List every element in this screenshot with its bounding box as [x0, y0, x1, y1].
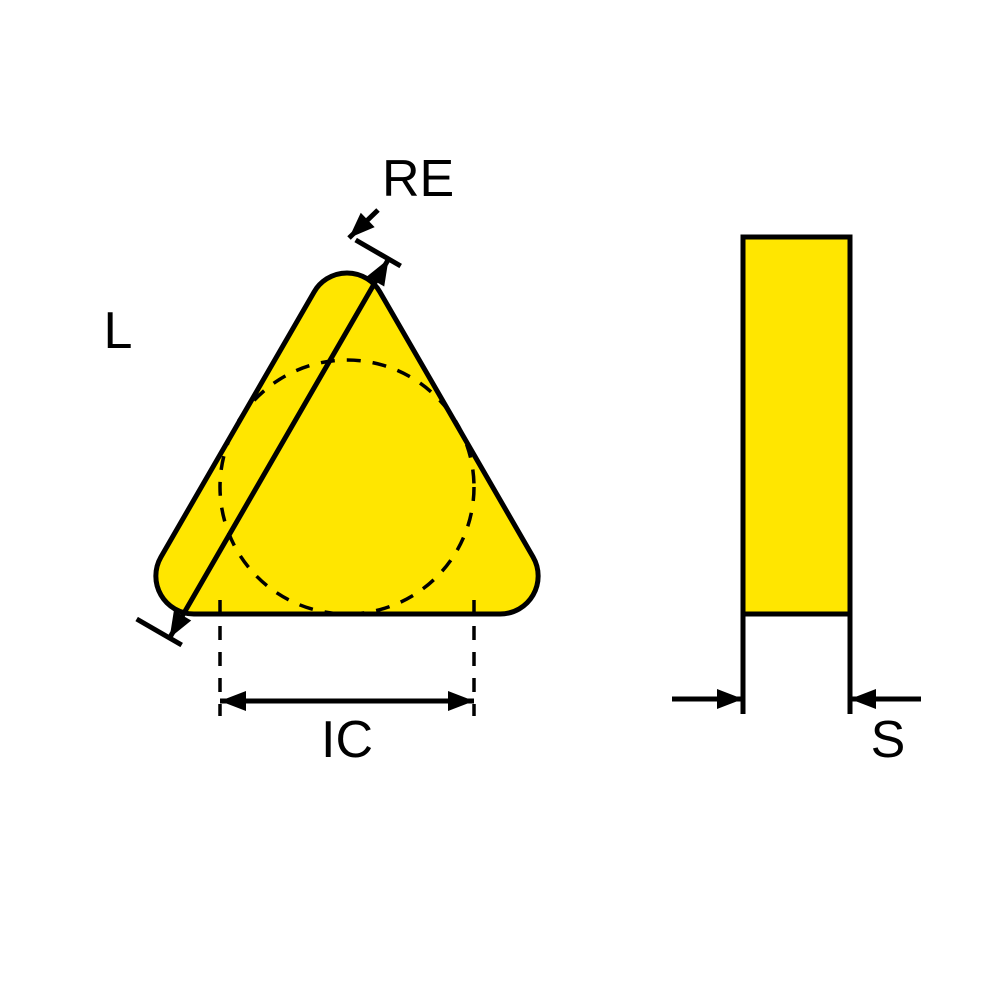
- label-RE: RE: [382, 150, 454, 208]
- arrowhead: [448, 691, 474, 711]
- technical-diagram: L RE IC S: [0, 0, 1000, 1000]
- label-S: S: [871, 711, 906, 769]
- dim-ext-L-top: [356, 240, 401, 266]
- insert-side-view: [743, 237, 850, 614]
- label-L: L: [104, 302, 133, 360]
- label-IC: IC: [321, 711, 373, 769]
- arrowhead: [850, 689, 876, 709]
- arrowhead: [717, 689, 743, 709]
- arrowhead: [220, 691, 246, 711]
